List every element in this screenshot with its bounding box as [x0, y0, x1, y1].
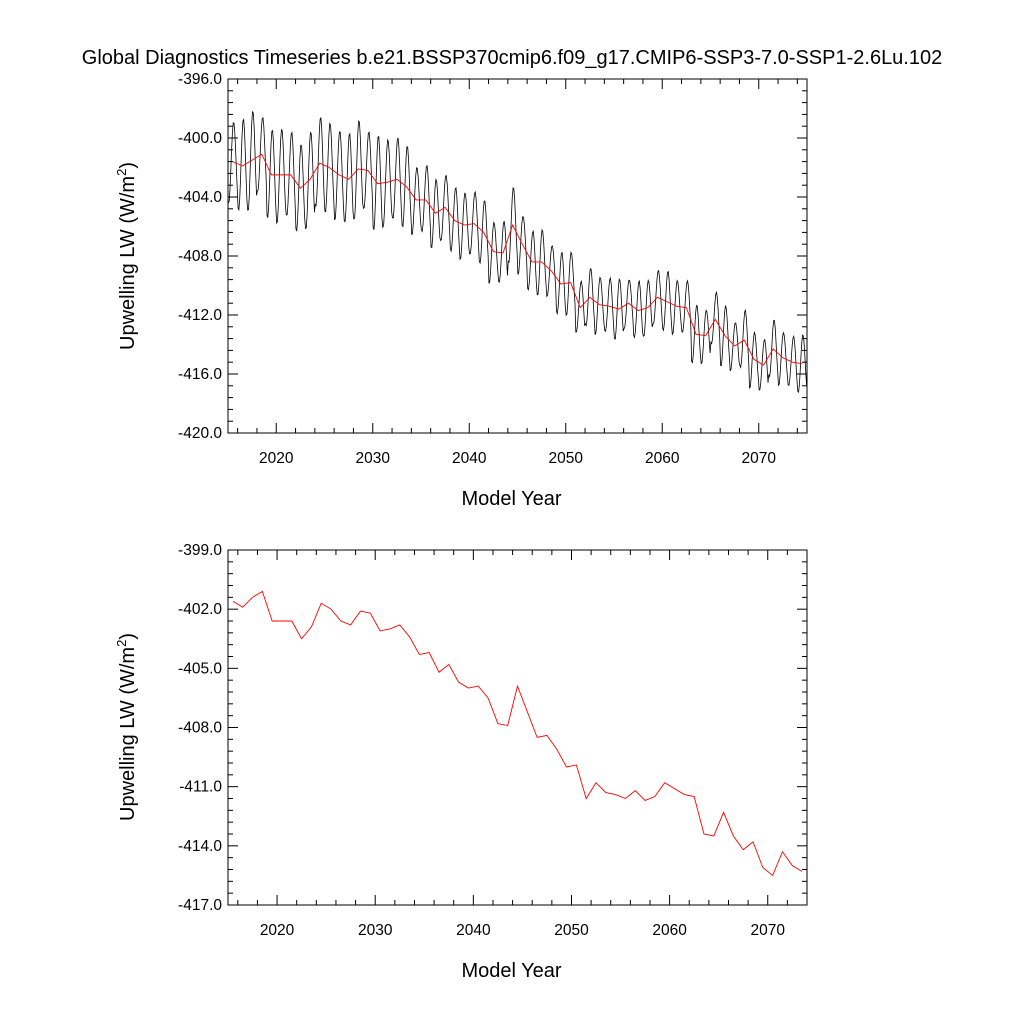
annual-mean-series-line	[232, 153, 803, 366]
x-tick-label: 2060	[652, 922, 687, 939]
x-tick-label: 2040	[452, 450, 487, 467]
y-tick-label: -405.0	[178, 660, 222, 677]
y-tick-label: -411.0	[179, 779, 222, 796]
y-axis-title-text: Upwelling LW (W/m	[117, 647, 139, 821]
y-axis-title-text: Upwelling LW (W/m	[117, 176, 139, 350]
plot-frame	[227, 549, 808, 906]
y-axis-title: Upwelling LW (W/m2)	[114, 162, 139, 350]
y-tick-label: -404.0	[178, 189, 222, 206]
x-tick-label: 2040	[456, 922, 491, 939]
y-tick-label: -416.0	[178, 366, 222, 383]
x-tick-label: 2070	[742, 450, 777, 467]
x-tick-label: 2070	[751, 922, 786, 939]
y-tick-label: -399.0	[178, 542, 222, 559]
y-tick-label: -400.0	[178, 130, 222, 147]
series-group	[232, 590, 803, 877]
x-tick-label: 2050	[549, 450, 584, 467]
y-tick-label: -408.0	[178, 248, 222, 265]
monthly-series-line	[228, 111, 807, 394]
y-tick-label: -412.0	[178, 307, 222, 324]
y-axis-title-suffix: )	[117, 633, 139, 640]
y-tick-label: -402.0	[178, 601, 222, 618]
y-axis-title: Upwelling LW (W/m2)	[114, 633, 139, 821]
y-tick-label: -408.0	[178, 720, 222, 737]
x-tick-label: 2020	[259, 450, 294, 467]
y-axis-title-suffix: )	[117, 162, 139, 169]
x-tick-label: 2020	[260, 922, 295, 939]
series-group	[228, 111, 807, 394]
x-tick-label: 2030	[358, 922, 393, 939]
x-tick-label: 2060	[645, 450, 680, 467]
figure-title: Global Diagnostics Timeseries b.e21.BSSP…	[82, 47, 942, 69]
y-axis-title-superscript: 2	[114, 169, 129, 176]
y-tick-label: -420.0	[178, 425, 222, 442]
annual-mean-series-line	[232, 590, 803, 877]
x-axis-title: Model Year	[461, 960, 561, 982]
y-tick-label: -396.0	[178, 71, 222, 88]
x-tick-label: 2050	[554, 922, 589, 939]
y-tick-label: -414.0	[178, 838, 222, 855]
y-tick-label: -417.0	[178, 897, 222, 914]
top-timeseries-panel: 2020 2030 2040 2050 2060 2070 -420.0 -416.0 -412…	[114, 71, 808, 510]
x-tick-label: 2030	[356, 450, 391, 467]
bottom-annual-panel: 2020 2030 2040 2050 2060 2070 -417.0 -414.0 -411…	[114, 542, 808, 982]
x-axis-title: Model Year	[461, 488, 561, 510]
y-axis-title-superscript: 2	[114, 640, 129, 647]
